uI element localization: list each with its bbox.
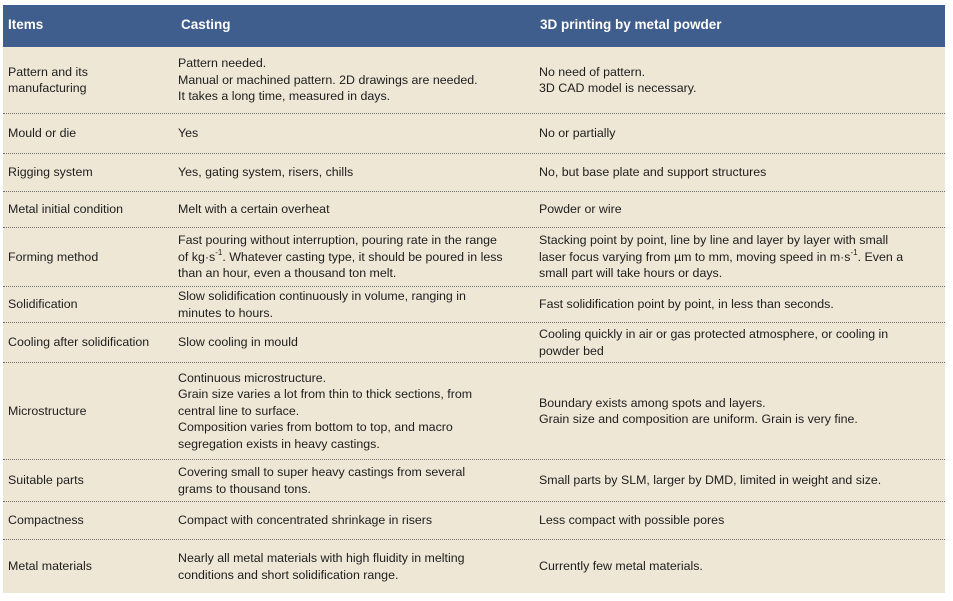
table-row: Mould or die Yes No or partially xyxy=(3,114,945,154)
cell-text: Pattern needed. xyxy=(178,56,267,71)
cell-text: Less compact with possible pores xyxy=(539,513,725,528)
item-cell: Rigging system xyxy=(8,154,168,191)
cell-text: It takes a long time, measured in days. xyxy=(178,89,391,104)
cell-text: Compact with concentrated shrinkage in r… xyxy=(178,513,433,528)
table-row: Compactness Compact with concentrated shr… xyxy=(3,502,945,540)
casting-cell: Compact with concentrated shrinkage in r… xyxy=(178,502,530,539)
header-casting: Casting xyxy=(181,17,231,32)
cell-text: Pattern and its xyxy=(8,64,88,79)
cell-text: Yes xyxy=(178,126,199,141)
cell-text: Metal initial condition xyxy=(8,202,124,217)
casting-cell: Covering small to super heavy castings f… xyxy=(178,460,530,501)
printing-cell: Powder or wire xyxy=(539,192,939,227)
casting-cell: Continuous microstructure. Grain size var… xyxy=(178,363,530,459)
cell-text: grams to thousand tons. xyxy=(178,481,311,496)
cell-text: Melt with a certain overheat xyxy=(178,202,330,217)
cell-text: Cooling after solidification xyxy=(8,335,150,350)
cell-text: 3D CAD model is necessary. xyxy=(539,81,697,95)
casting-cell: Slow cooling in mould xyxy=(178,323,530,362)
header-3d-printing: 3D printing by metal powder xyxy=(540,17,722,32)
casting-cell: Pattern needed. Manual or machined patter… xyxy=(178,47,530,113)
cell-text: Compactness xyxy=(8,513,84,528)
cell-text: Fast pouring without interruption, pouri… xyxy=(178,233,497,248)
casting-cell: Yes, gating system, risers, chills xyxy=(178,154,530,191)
cell-text: Mould or die xyxy=(8,126,77,141)
cell-text: laser focus varying from µm to mm, movin… xyxy=(539,247,904,264)
item-cell: Compactness xyxy=(8,502,168,539)
table-row: Forming method Fast pouring without inter… xyxy=(3,228,945,287)
cell-text: Solidification xyxy=(8,297,78,312)
item-cell: Cooling after solidification xyxy=(8,323,168,362)
cell-text: Cooling quickly in air or gas protected … xyxy=(539,327,889,341)
casting-cell: Slow solidification continuously in volu… xyxy=(178,287,530,322)
item-cell: Metal initial condition xyxy=(8,192,168,227)
casting-cell: Yes xyxy=(178,114,530,153)
cell-text: central line to surface. xyxy=(178,403,300,418)
table-header: Items Casting 3D printing by metal powde… xyxy=(3,5,945,47)
item-cell: Solidification xyxy=(8,287,168,322)
cell-text: Nearly all metal materials with high flu… xyxy=(178,551,465,565)
header-items: Items xyxy=(8,17,44,32)
casting-cell: Nearly all metal materials with high flu… xyxy=(178,540,530,593)
item-cell: Metal materials xyxy=(8,540,168,593)
cell-text: than an hour, even a thousand ton melt. xyxy=(178,266,397,281)
printing-cell: No, but base plate and support structure… xyxy=(539,154,939,191)
cell-text: Slow solidification continuously in volu… xyxy=(178,289,466,303)
cell-text: Yes, gating system, risers, chills xyxy=(178,165,354,180)
cell-text: Manual or machined pattern. 2D drawings … xyxy=(178,72,478,87)
table-row: Metal initial condition Melt with a certa… xyxy=(3,192,945,228)
cell-text: powder bed xyxy=(539,343,604,358)
item-cell: Mould or die xyxy=(8,114,168,153)
printing-cell: No need of pattern. 3D CAD model is neces… xyxy=(539,47,939,113)
cell-text: Continuous microstructure. xyxy=(178,370,327,385)
casting-cell: Fast pouring without interruption, pouri… xyxy=(178,228,530,286)
cell-text: Rigging system xyxy=(8,165,93,180)
printing-cell: Currently few metal materials. xyxy=(539,540,939,593)
cell-text: Stacking point by point, line by line an… xyxy=(539,233,889,248)
table-row: Microstructure Continuous microstructure.… xyxy=(3,363,945,460)
comparison-table: Items Casting 3D printing by metal powde… xyxy=(3,5,945,593)
cell-text: Boundary exists among spots and layers. xyxy=(539,395,766,410)
item-cell: Pattern and its manufacturing xyxy=(8,47,168,113)
cell-text: Currently few metal materials. xyxy=(539,559,703,574)
printing-cell: Stacking point by point, line by line an… xyxy=(539,228,939,286)
table-row: Pattern and its manufacturing Pattern need… xyxy=(3,47,945,114)
item-cell: Suitable parts xyxy=(8,460,168,501)
table-row: Cooling after solidification Slow cooling… xyxy=(3,323,945,363)
printing-cell: No or partially xyxy=(539,114,939,153)
cell-text: Covering small to super heavy castings f… xyxy=(178,465,466,479)
item-cell: Forming method xyxy=(8,228,168,286)
printing-cell: Fast solidification point by point, in l… xyxy=(539,287,939,322)
table-row: Metal materials Nearly all metal material… xyxy=(3,540,945,593)
printing-cell: Cooling quickly in air or gas protected … xyxy=(539,323,939,362)
cell-text: Powder or wire xyxy=(539,202,622,217)
table-row: Suitable parts Covering small to super he… xyxy=(3,460,945,502)
cell-text: Metal materials xyxy=(8,559,93,574)
cell-text: No need of pattern. xyxy=(539,64,646,79)
cell-text: Grain size varies a lot from thin to thi… xyxy=(178,387,473,402)
cell-text: manufacturing xyxy=(8,81,87,95)
table-row: Solidification Slow solidification contin… xyxy=(3,287,945,323)
printing-cell: Small parts by SLM, larger by DMD, limit… xyxy=(539,460,939,501)
cell-text: small part will take hours or days. xyxy=(539,266,723,281)
printing-cell: Boundary exists among spots and layers. G… xyxy=(539,363,939,459)
cell-text: conditions and short solidification rang… xyxy=(178,567,399,582)
cell-text: Slow cooling in mould xyxy=(178,335,298,350)
table-row: Rigging system Yes, gating system, risers… xyxy=(3,154,945,192)
cell-text: No, but base plate and support structure… xyxy=(539,165,767,180)
cell-text: minutes to hours. xyxy=(178,305,274,320)
cell-text: Composition varies from bottom to top, a… xyxy=(178,420,453,435)
cell-text: Small parts by SLM, larger by DMD, limit… xyxy=(539,473,882,488)
cell-text: Grain size and composition are uniform. … xyxy=(539,412,858,426)
cell-text: Forming method xyxy=(8,249,99,264)
cell-text: Suitable parts xyxy=(8,473,84,488)
cell-text: of kg·s-1. Whatever casting type, it sho… xyxy=(178,247,503,264)
cell-text: segregation exists in heavy castings. xyxy=(178,436,380,451)
cell-text: Microstructure xyxy=(8,403,87,418)
printing-cell: Less compact with possible pores xyxy=(539,502,939,539)
item-cell: Microstructure xyxy=(8,363,168,459)
cell-text: No or partially xyxy=(539,126,616,141)
casting-cell: Melt with a certain overheat xyxy=(178,192,530,227)
cell-text: Fast solidification point by point, in l… xyxy=(539,297,834,312)
